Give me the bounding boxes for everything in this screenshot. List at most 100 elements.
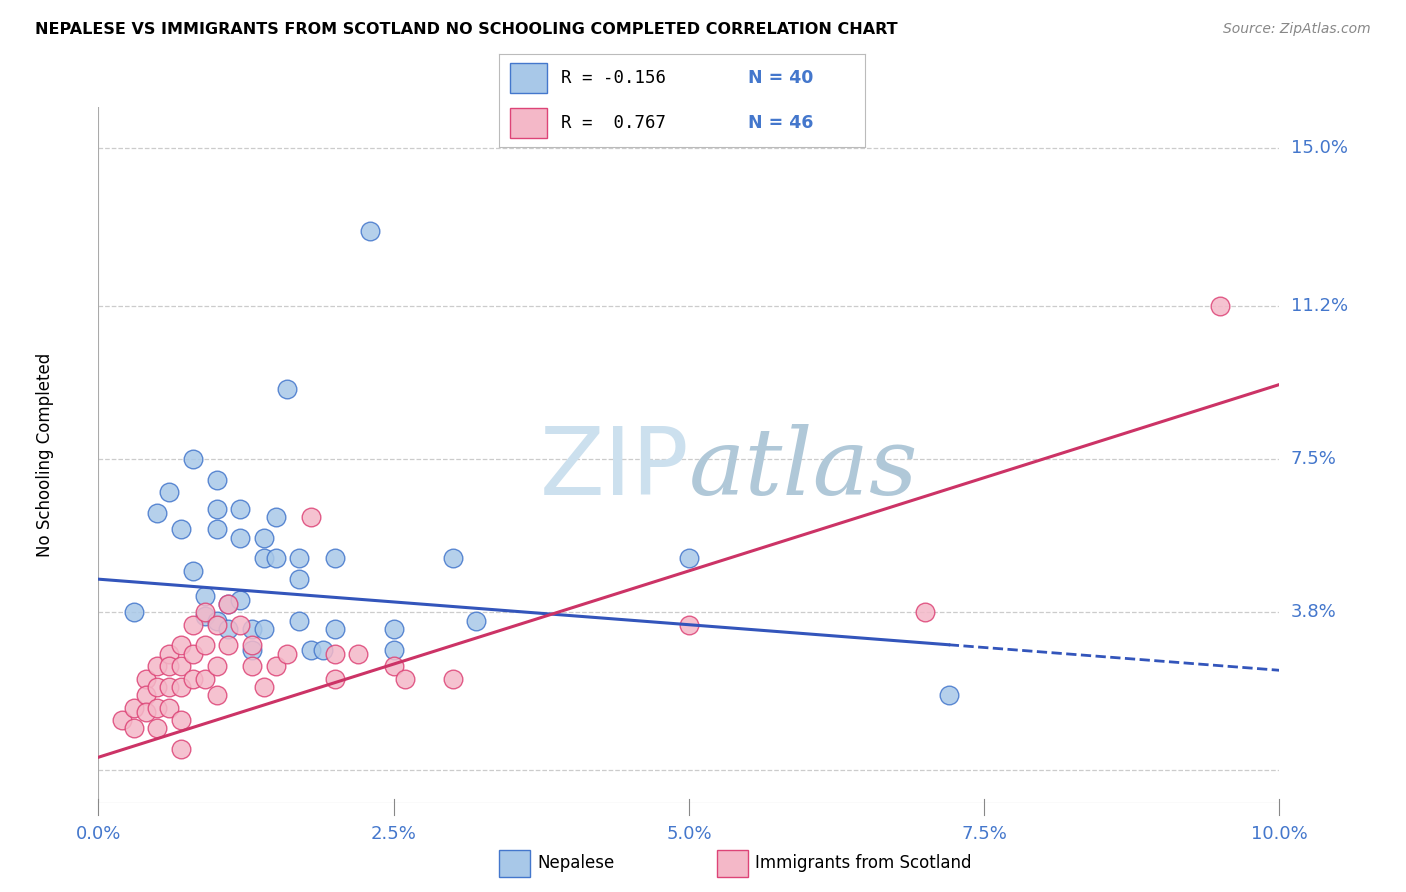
Point [170,639,193,653]
Text: Source: ZipAtlas.com: Source: ZipAtlas.com [1223,22,1371,37]
Point [229,617,252,632]
Point [205,688,228,702]
Point [465,614,488,628]
Text: 2.5%: 2.5% [371,825,416,843]
Point [312,642,335,657]
Point [1209,299,1232,313]
Point [678,551,700,566]
Point [135,705,157,719]
Point [157,680,180,694]
Point [181,564,204,578]
Point [157,700,180,714]
Point [205,501,228,516]
Point [217,622,239,636]
Point [111,713,134,727]
Point [264,510,287,524]
Point [253,680,276,694]
Point [394,672,416,686]
Point [135,672,157,686]
Text: 11.2%: 11.2% [1291,297,1348,315]
Point [146,659,169,673]
Point [170,659,193,673]
Point [276,647,298,661]
Point [205,659,228,673]
Point [240,659,263,673]
Point [170,523,193,537]
Point [441,672,464,686]
Point [288,614,311,628]
Point [382,622,405,636]
Point [146,700,169,714]
Text: 0.0%: 0.0% [76,825,121,843]
Point [194,639,217,653]
Text: 15.0%: 15.0% [1291,139,1347,158]
Point [170,713,193,727]
Point [323,647,346,661]
Point [135,688,157,702]
Bar [510,63,547,93]
Point [217,597,239,611]
Point [194,672,217,686]
Point [217,639,239,653]
Point [229,531,252,545]
Point [181,452,204,467]
Point [914,605,936,619]
Point [181,672,204,686]
Point [181,647,204,661]
Point [323,622,346,636]
Point [217,597,239,611]
Point [205,614,228,628]
Point [229,501,252,516]
Text: No Schooling Completed: No Schooling Completed [37,353,55,557]
Text: R = -0.156: R = -0.156 [561,69,666,87]
Text: NEPALESE VS IMMIGRANTS FROM SCOTLAND NO SCHOOLING COMPLETED CORRELATION CHART: NEPALESE VS IMMIGRANTS FROM SCOTLAND NO … [35,22,898,37]
Point [181,617,204,632]
Text: N = 40: N = 40 [748,69,813,87]
Point [240,639,263,653]
Point [122,605,145,619]
Text: Immigrants from Scotland: Immigrants from Scotland [755,855,972,872]
Point [240,642,263,657]
Point [382,659,405,673]
Text: R =  0.767: R = 0.767 [561,114,666,132]
Point [382,642,405,657]
Text: 5.0%: 5.0% [666,825,711,843]
Point [122,700,145,714]
Point [240,622,263,636]
Point [194,589,217,603]
Text: Nepalese: Nepalese [537,855,614,872]
Point [288,551,311,566]
Point [299,642,322,657]
Text: N = 46: N = 46 [748,114,813,132]
Text: ZIP: ZIP [540,423,689,515]
Bar [510,108,547,138]
Point [253,531,276,545]
Text: atlas: atlas [689,424,918,514]
Point [264,659,287,673]
Point [288,572,311,586]
Text: 7.5%: 7.5% [1291,450,1337,468]
Point [299,510,322,524]
Text: 10.0%: 10.0% [1251,825,1308,843]
Point [938,688,960,702]
Text: 7.5%: 7.5% [962,825,1007,843]
Point [441,551,464,566]
Point [122,721,145,735]
Point [170,742,193,756]
Point [146,721,169,735]
Point [264,551,287,566]
Point [157,485,180,500]
Point [157,659,180,673]
Point [253,551,276,566]
Point [323,672,346,686]
Point [157,647,180,661]
Point [205,617,228,632]
Text: 3.8%: 3.8% [1291,603,1336,622]
Point [146,680,169,694]
Point [194,609,217,624]
Point [229,592,252,607]
Point [205,473,228,487]
Point [276,382,298,396]
Point [205,523,228,537]
Point [253,622,276,636]
